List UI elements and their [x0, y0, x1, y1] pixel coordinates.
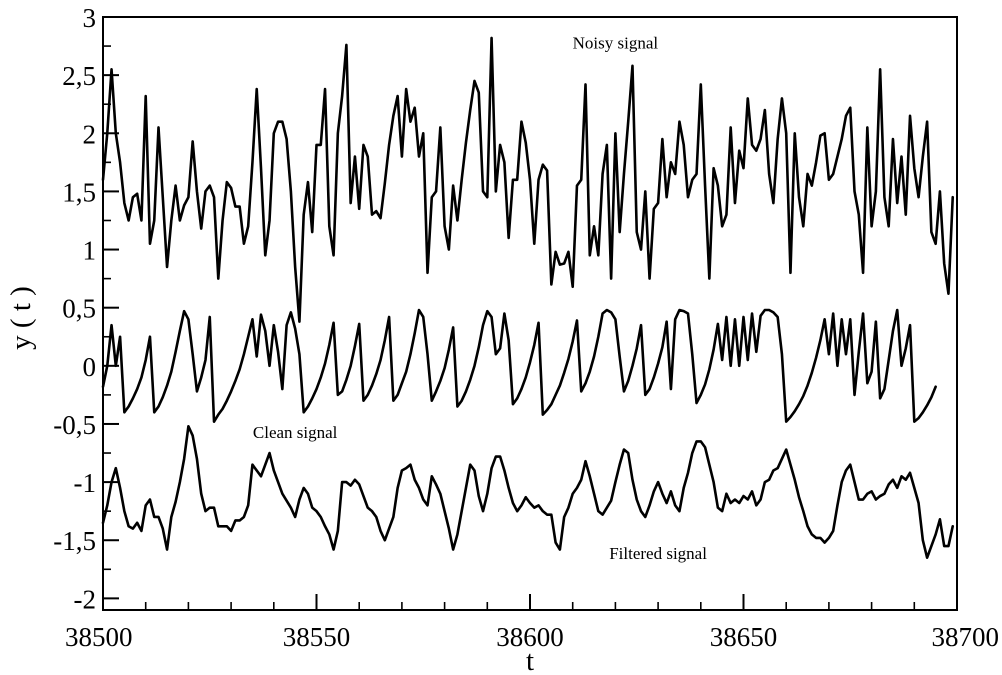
series-annotation: Filtered signal: [609, 544, 707, 563]
series-line-3: [101, 424, 955, 559]
y-tick-label: 3: [83, 3, 97, 33]
series-line-2: [101, 308, 937, 423]
y-tick-label: 1,5: [62, 177, 96, 207]
y-tick-label: 1: [83, 236, 97, 266]
x-tick-label: 38500: [65, 622, 133, 652]
y-axis: -2 -1,5 -1 -0,5 0 0,5 1 1,5 2 2,5 3: [53, 3, 119, 614]
series-annotation: Clean signal: [253, 423, 338, 442]
y-tick-label: -0,5: [53, 410, 96, 440]
y-tick-label: -1,5: [53, 526, 96, 556]
plot-frame: [102, 16, 958, 611]
y-tick-label: 2: [83, 119, 97, 149]
y-axis-title: y ( t ): [5, 286, 37, 350]
y-tick-label: -1: [74, 468, 97, 498]
x-axis-title: t: [526, 645, 534, 675]
series-line-1: [101, 36, 955, 323]
x-tick-label: 38650: [710, 622, 778, 652]
y-tick-label: -2: [74, 584, 97, 614]
y-tick-label: 0: [83, 352, 97, 382]
y-tick-label: 0,5: [62, 294, 96, 324]
annotations: Noisy signal Clean signal Filtered signal: [253, 33, 707, 562]
series-annotation: Noisy signal: [573, 33, 659, 52]
x-tick-label: 38550: [283, 622, 351, 652]
y-tick-label: 2,5: [62, 61, 96, 91]
x-tick-label: 38700: [932, 622, 1000, 652]
x-tick-label: 38600: [496, 622, 564, 652]
series-lines: [101, 36, 955, 559]
x-axis: 38500 38550 38600 38650 38700: [65, 594, 999, 652]
